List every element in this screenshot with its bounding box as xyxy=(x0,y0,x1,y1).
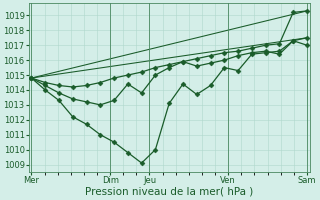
X-axis label: Pression niveau de la mer( hPa ): Pression niveau de la mer( hPa ) xyxy=(85,187,253,197)
